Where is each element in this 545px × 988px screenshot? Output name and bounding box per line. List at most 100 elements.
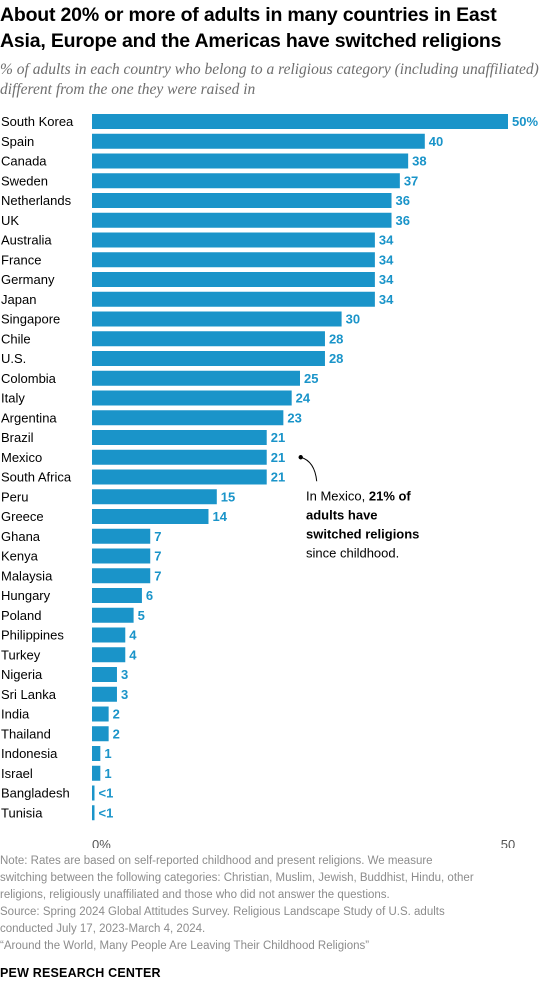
bar-germany xyxy=(92,272,375,287)
x-tick-label: 50 xyxy=(501,837,515,848)
note-line: switching between the following categori… xyxy=(0,872,474,884)
country-label-italy: Italy xyxy=(1,391,25,406)
country-label-malaysia: Malaysia xyxy=(1,568,53,583)
value-label-south-africa: 21 xyxy=(271,470,285,485)
country-label-chile: Chile xyxy=(1,331,31,346)
value-label-ghana: 7 xyxy=(154,529,161,544)
value-label-netherlands: 36 xyxy=(396,193,410,208)
country-label-canada: Canada xyxy=(1,154,47,169)
country-label-u-s: U.S. xyxy=(1,351,26,366)
value-label-uk: 36 xyxy=(396,213,410,228)
value-label-france: 34 xyxy=(379,252,394,267)
country-label-spain: Spain xyxy=(1,134,34,149)
value-label-chile: 28 xyxy=(329,331,343,346)
value-label-canada: 38 xyxy=(412,154,426,169)
chart-note: Note: Rates are based on self-reported c… xyxy=(0,853,545,955)
annotation-dot xyxy=(298,455,303,460)
annotation-connector xyxy=(300,456,318,482)
bar-ghana xyxy=(92,528,151,544)
value-label-u-s: 28 xyxy=(329,351,343,366)
bar-colombia xyxy=(92,370,300,386)
bar-singapore xyxy=(92,311,342,327)
bar-peru xyxy=(92,489,217,505)
bar-argentina xyxy=(92,410,284,426)
annotation-text-segment: 21% of xyxy=(369,488,412,503)
country-label-australia: Australia xyxy=(1,233,52,248)
value-label-hungary: 6 xyxy=(146,588,153,603)
value-label-spain: 40 xyxy=(429,134,443,149)
bar-chile xyxy=(92,331,325,347)
bar-hungary xyxy=(92,588,142,603)
country-label-thailand: Thailand xyxy=(1,726,51,741)
value-label-nigeria: 3 xyxy=(121,667,128,682)
bar-chart: South Korea 50% Spain 40 Canada 38 Sweden 3 7 Net… xyxy=(1,114,538,848)
country-label-greece: Greece xyxy=(1,509,44,524)
source-line: Source: Spring 2024 Global Attitudes Sur… xyxy=(0,906,445,918)
bar-south-korea xyxy=(92,114,508,129)
note-line: Note: Rates are based on self-reported c… xyxy=(0,855,433,867)
country-label-sweden: Sweden xyxy=(1,173,48,188)
value-label-poland: 5 xyxy=(138,608,145,623)
country-label-japan: Japan xyxy=(1,292,36,307)
bar-kenya xyxy=(92,548,151,564)
value-label-turkey: 4 xyxy=(129,647,137,662)
value-label-greece: 14 xyxy=(212,509,227,524)
country-label-france: France xyxy=(1,252,41,267)
value-label-south-korea: 50% xyxy=(512,114,538,129)
country-label-netherlands: Netherlands xyxy=(1,193,72,208)
country-label-turkey: Turkey xyxy=(1,647,41,662)
chart-subtitle: % of adults in each country who belong t… xyxy=(0,61,539,98)
value-label-tunisia: <1 xyxy=(98,805,113,820)
bar-bangladesh xyxy=(92,785,95,801)
value-label-philippines: 4 xyxy=(129,628,137,643)
value-label-india: 2 xyxy=(113,707,120,722)
value-label-peru: 15 xyxy=(221,489,235,504)
bar-netherlands xyxy=(92,193,392,208)
value-label-israel: 1 xyxy=(104,766,111,781)
bar-turkey xyxy=(92,647,126,663)
country-label-brazil: Brazil xyxy=(1,430,34,445)
value-label-kenya: 7 xyxy=(154,549,161,564)
annotation-text-segment: adults have xyxy=(306,507,378,522)
annotation-text-segment: In Mexico, xyxy=(306,488,369,503)
bar-sri-lanka xyxy=(92,686,117,702)
value-label-japan: 34 xyxy=(379,292,394,307)
country-label-south-korea: South Korea xyxy=(1,114,74,129)
bar-thailand xyxy=(92,726,109,742)
value-label-argentina: 23 xyxy=(287,410,301,425)
bar-nigeria xyxy=(92,667,117,682)
value-label-germany: 34 xyxy=(379,272,394,287)
note-line: religions, religiously unaffiliated and … xyxy=(0,889,390,901)
country-label-hungary: Hungary xyxy=(1,588,51,603)
value-label-indonesia: 1 xyxy=(104,746,111,761)
bar-philippines xyxy=(92,627,126,643)
value-label-colombia: 25 xyxy=(304,371,318,386)
bar-france xyxy=(92,252,375,268)
bar-uk xyxy=(92,212,392,228)
country-label-uk: UK xyxy=(1,213,19,228)
value-label-thailand: 2 xyxy=(113,726,120,741)
report-title-line: “Around the World, Many People Are Leavi… xyxy=(0,940,370,952)
annotation-text-segment: switched religions xyxy=(306,526,419,541)
country-label-bangladesh: Bangladesh xyxy=(1,786,70,801)
country-label-india: India xyxy=(1,707,30,722)
bar-poland xyxy=(92,607,134,623)
country-label-peru: Peru xyxy=(1,489,28,504)
bar-australia xyxy=(92,232,375,248)
country-label-indonesia: Indonesia xyxy=(1,746,58,761)
annotation-text-segment: since childhood. xyxy=(306,545,399,560)
bar-indonesia xyxy=(92,746,101,761)
value-label-bangladesh: <1 xyxy=(98,786,113,801)
chart-title: About 20% or more of adults in many coun… xyxy=(0,4,502,52)
bar-mexico xyxy=(92,449,267,465)
bar-u-s xyxy=(92,351,325,366)
country-label-germany: Germany xyxy=(1,272,55,287)
bar-india xyxy=(92,706,109,722)
country-label-argentina: Argentina xyxy=(1,410,57,425)
value-label-singapore: 30 xyxy=(346,312,360,327)
country-label-poland: Poland xyxy=(1,608,41,623)
country-label-mexico: Mexico xyxy=(1,450,42,465)
country-label-singapore: Singapore xyxy=(1,312,60,327)
country-label-tunisia: Tunisia xyxy=(1,805,43,820)
bar-brazil xyxy=(92,430,267,445)
